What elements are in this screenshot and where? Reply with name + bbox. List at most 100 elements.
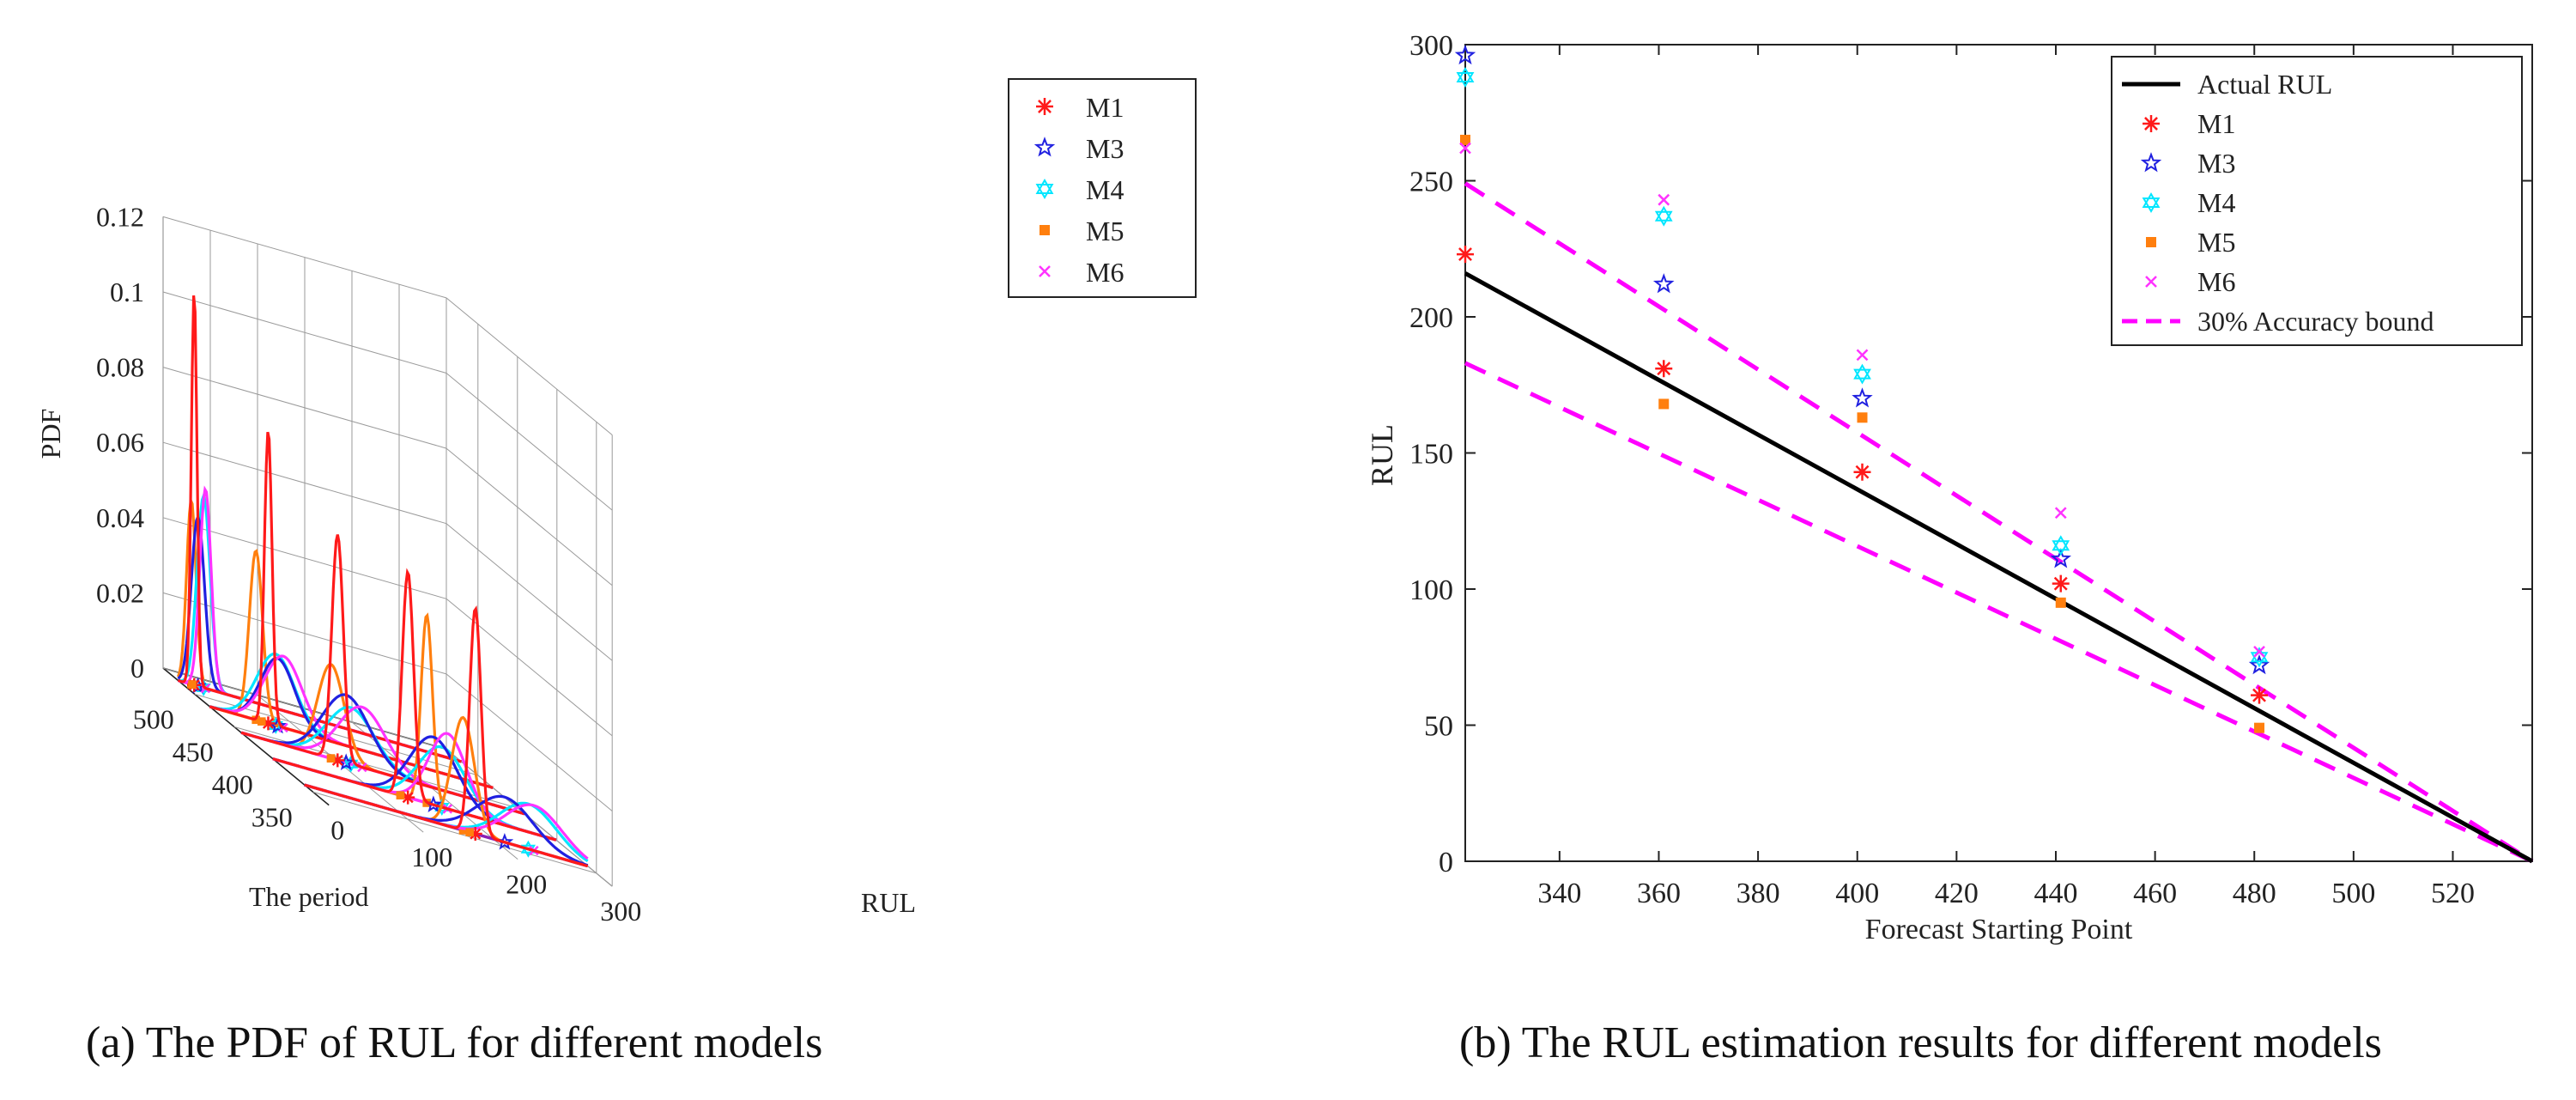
rul-axis-label: RUL: [861, 887, 916, 918]
data-point-m3: [2248, 653, 2270, 675]
rul-tick-label: 200: [506, 869, 547, 900]
x-tick-label: 440: [2034, 878, 2077, 909]
data-point-m1: [2052, 574, 2070, 593]
data-point-m1: [1853, 463, 1871, 481]
data-point-m3: [1652, 273, 1675, 294]
data-point-m4: [2052, 535, 2070, 556]
pdf-mean-marker-m1: [468, 827, 482, 842]
period-tick-label: 350: [252, 801, 293, 832]
hexagram-part-up: [1456, 67, 1475, 82]
legend-swatch-3d-m1: [1036, 98, 1053, 115]
z-tick-label: 0.04: [96, 502, 144, 533]
data-point-m3: [2050, 548, 2072, 568]
z-tick-label: 0: [130, 653, 144, 684]
actual-rul-marker: [188, 680, 197, 689]
z-tick-label: 0.12: [96, 201, 144, 232]
actual-rul-marker: [326, 754, 336, 763]
legend-label-3d: M4: [1086, 174, 1124, 205]
legend-swatch-m3: [2140, 152, 2162, 173]
y-axis-label: RUL: [1365, 424, 1399, 486]
hexagram-part-down: [1654, 210, 1673, 227]
pdf-mean-marker-m5: [458, 826, 468, 835]
x-tick-label: 380: [1737, 878, 1780, 909]
x-tick-label: 340: [1537, 878, 1581, 909]
hexagram-part-down: [2142, 198, 2161, 213]
pdf-mean-marker-m1: [401, 790, 415, 805]
pdf-mean-marker-m1: [330, 753, 345, 768]
z-tick-label: 0.08: [96, 352, 144, 383]
legend-label: M6: [2197, 266, 2235, 297]
data-point-m6: [2253, 646, 2265, 658]
legend-swatch-3d-m5: [1039, 225, 1050, 235]
actual-rul-line: [1464, 271, 2534, 864]
z-axis-label: PDF: [35, 409, 66, 459]
legend-swatch-3d-m4: [1035, 179, 1054, 199]
data-point-m3: [1852, 387, 1873, 408]
y-tick-label: 200: [1409, 302, 1453, 334]
data-point-m5: [2254, 722, 2265, 733]
data-point-m6: [1658, 193, 1670, 206]
data-point-m4: [1456, 67, 1475, 88]
z-tick-label: 0.1: [110, 277, 144, 307]
hexagram-part-up: [2052, 535, 2070, 551]
legend-label: Actual RUL: [2197, 69, 2332, 100]
legend-swatch-m1: [2143, 115, 2160, 132]
data-point-m5: [1658, 398, 1670, 410]
y-tick-label: 300: [1409, 30, 1453, 62]
legend-label-3d: M1: [1086, 92, 1124, 123]
hexagram-part-down: [1853, 368, 1871, 385]
rul-tick-label: 100: [411, 842, 452, 872]
legend-box: [2111, 56, 2523, 346]
pdf-curve-m1: [272, 568, 557, 842]
lower-accuracy-bound-line: [1464, 361, 2534, 864]
data-point-m6: [1856, 349, 1869, 362]
floor-grid-period: [312, 791, 597, 874]
rul-estimation-chart: 0 50 100 150 200 250 300 340 360 380 400 420 440 460 4…: [1365, 30, 2534, 945]
back-wall-grid-horizontal: [162, 441, 447, 525]
pdf-mean-marker-m1: [261, 716, 276, 731]
hexagram-part-down: [1456, 72, 1475, 88]
floor-edge-left: [162, 667, 330, 806]
legend-swatch-m4: [2142, 192, 2161, 213]
data-point-m5: [1460, 134, 1470, 145]
y-tick-label: 50: [1424, 711, 1453, 743]
x-axis-label: Forecast Starting Point: [1865, 914, 2133, 945]
y-tick-label: 150: [1409, 439, 1453, 471]
y-tick-label: 0: [1439, 847, 1453, 878]
caption-b: (b) The RUL estimation results for diffe…: [1459, 1018, 2382, 1067]
legend-label: M5: [2197, 227, 2235, 258]
y-tick-label: 100: [1409, 574, 1453, 606]
back-wall-grid-horizontal: [162, 291, 447, 374]
period-tick-label: 400: [212, 769, 253, 799]
pdf-curve-m1: [240, 534, 525, 816]
data-point-m6: [2054, 507, 2067, 520]
period-tick-label: 500: [133, 703, 174, 734]
hexagram-part-up: [1853, 363, 1871, 380]
legend-label: 30% Accuracy bound: [2197, 306, 2434, 337]
actual-rul-marker: [465, 828, 474, 836]
legend-label-3d: M6: [1086, 257, 1124, 288]
x-tick-label: 360: [1637, 878, 1681, 909]
legend-swatch-3d-m3: [1033, 137, 1056, 157]
data-point-m4: [1853, 363, 1871, 385]
legend-label: M3: [2197, 148, 2235, 179]
legend-label: M4: [2197, 187, 2235, 218]
actual-rul-marker: [257, 717, 266, 726]
data-point-m5: [2055, 597, 2066, 608]
legend-label: M1: [2197, 108, 2235, 139]
pdf-curve-m1: [304, 605, 589, 868]
data-point-m1: [1655, 360, 1673, 378]
data-point-m4: [1654, 205, 1673, 227]
caption-a: (a) The PDF of RUL for different models: [86, 1018, 823, 1067]
back-wall-grid-horizontal: [162, 592, 447, 675]
x-tick-label: 500: [2331, 878, 2375, 909]
legend-swatch-m5: [2146, 237, 2156, 247]
x-tick-label: 400: [1835, 878, 1879, 909]
upper-accuracy-bound-line: [1464, 181, 2534, 864]
data-point-m5: [1857, 412, 1868, 423]
period-tick-label: 450: [173, 736, 214, 767]
z-tick-label: 0.06: [96, 427, 144, 458]
side-wall-grid-horizontal: [445, 373, 613, 511]
side-wall-grid-horizontal: [445, 523, 613, 661]
